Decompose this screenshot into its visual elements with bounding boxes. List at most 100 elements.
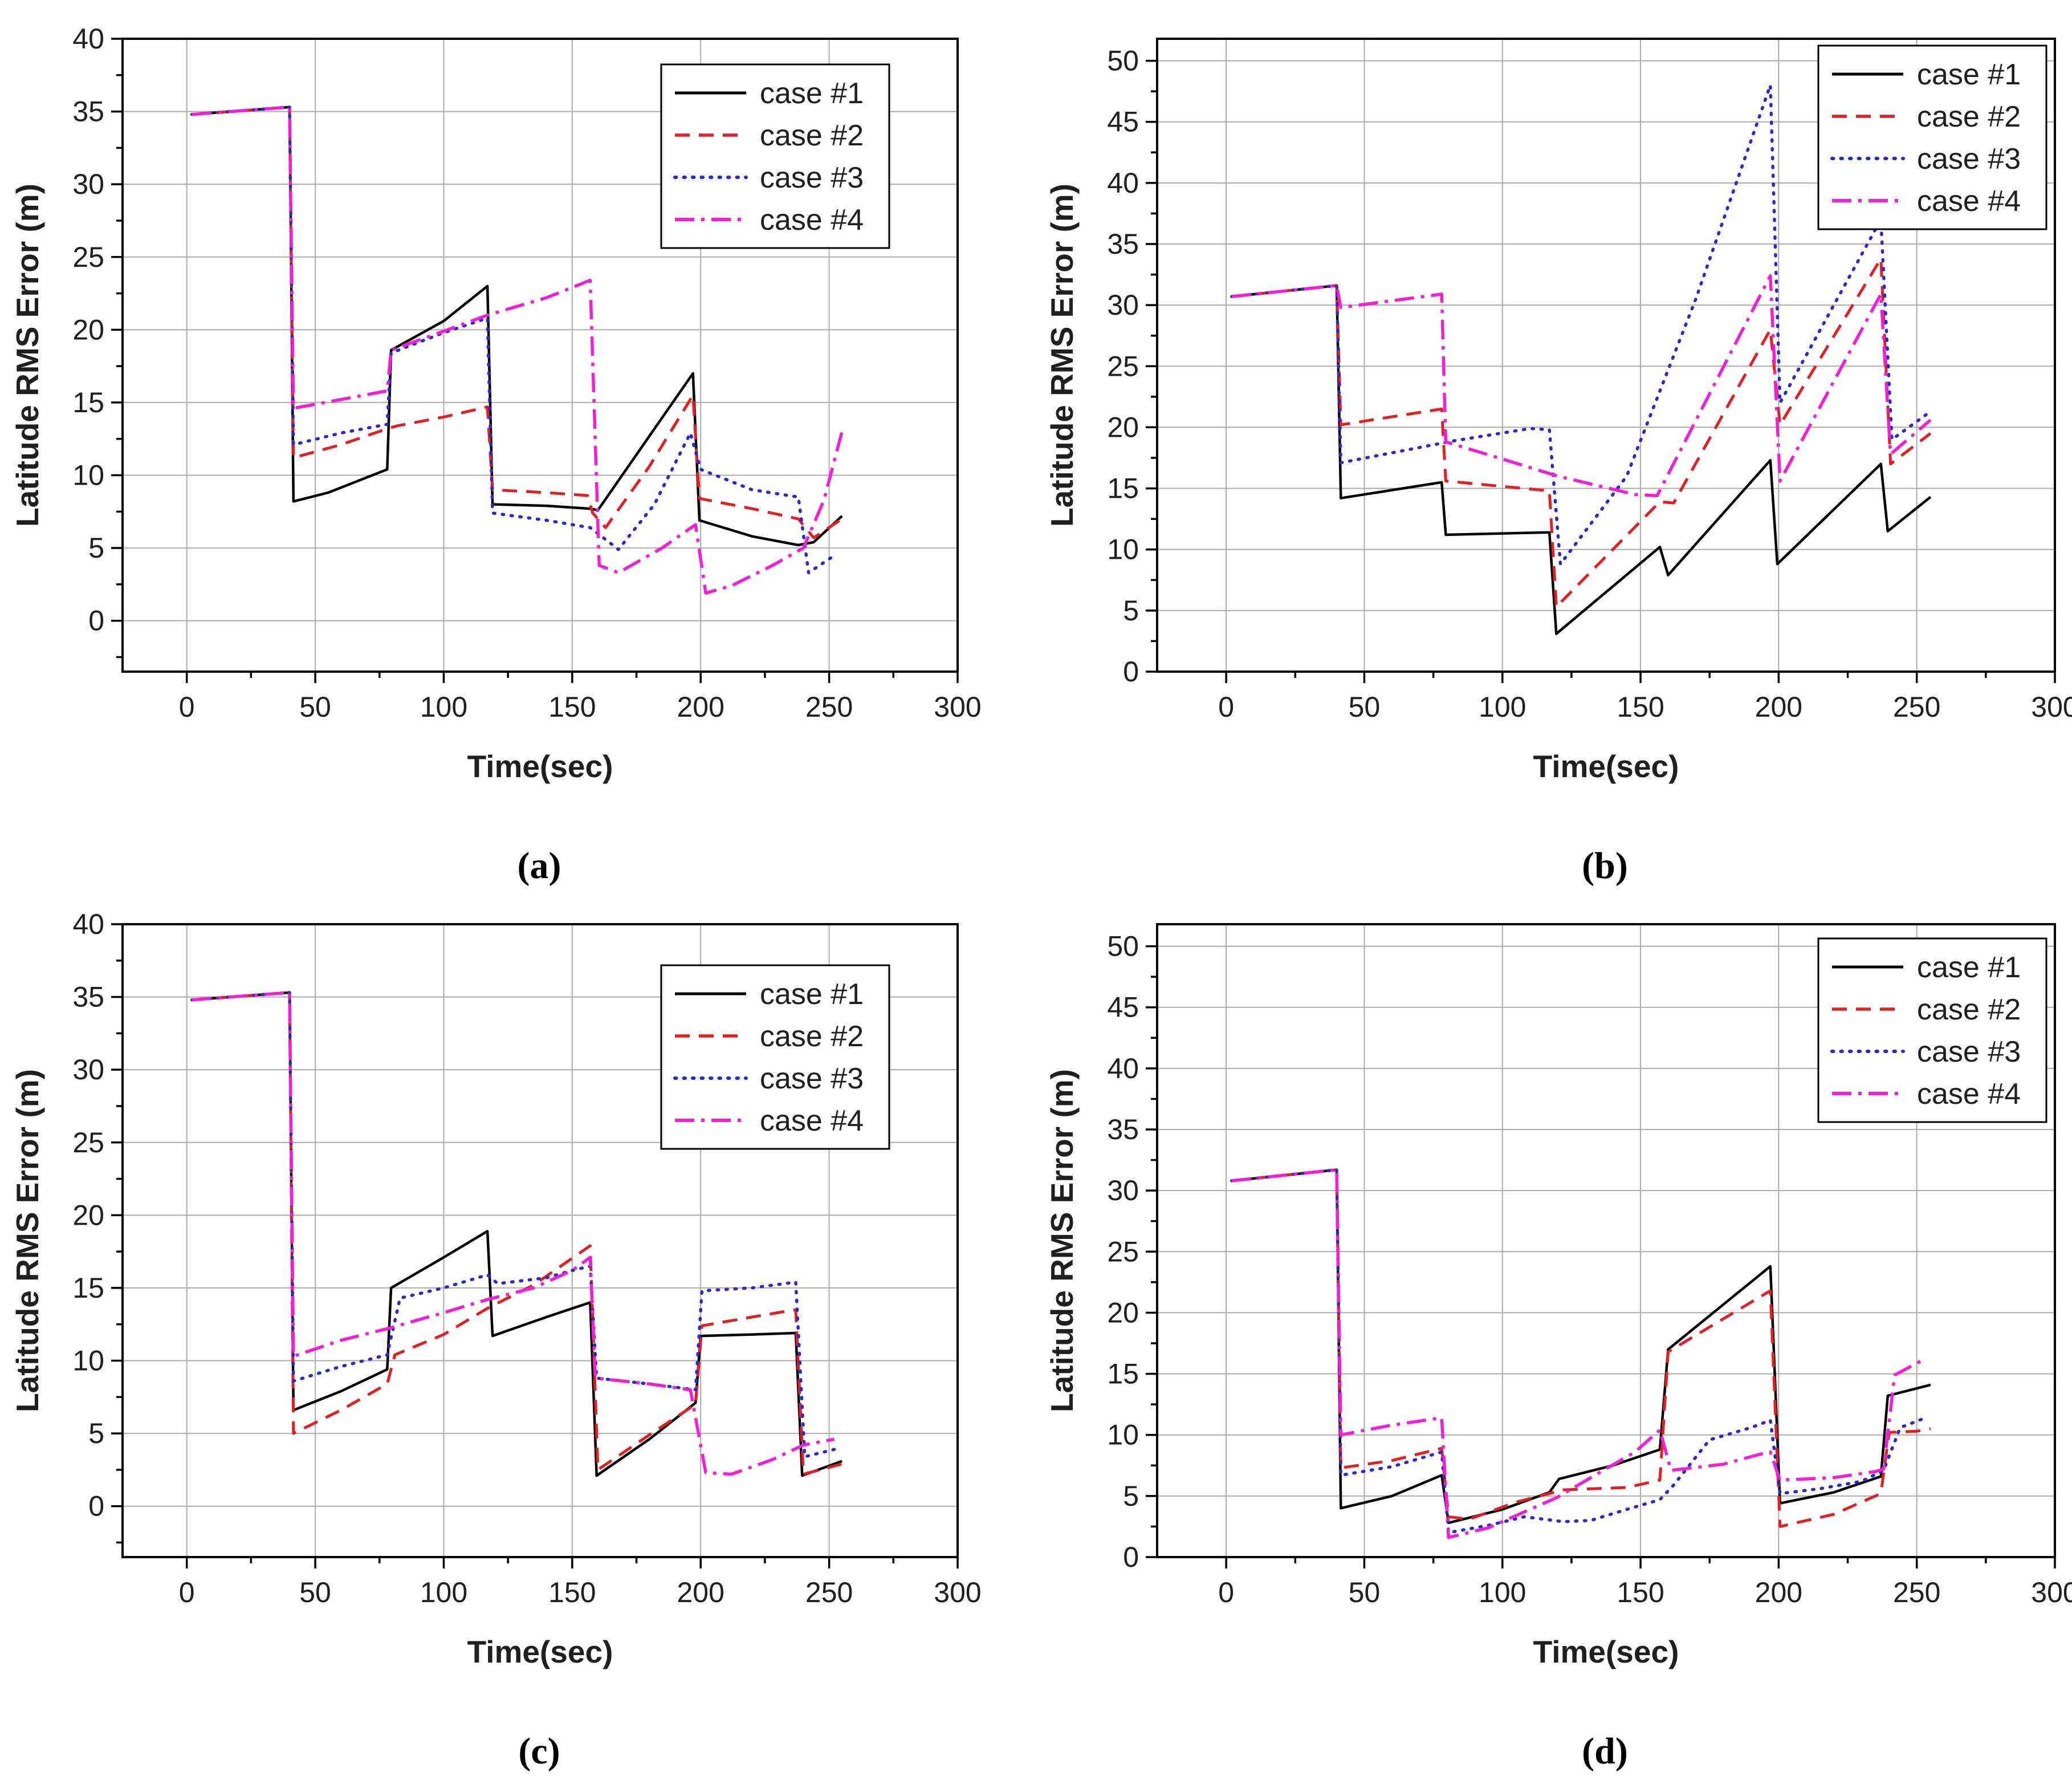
axis-ticks bbox=[1146, 59, 2056, 683]
svg-text:150: 150 bbox=[548, 691, 596, 723]
series-case-1 bbox=[192, 991, 842, 1477]
svg-text:10: 10 bbox=[1107, 1419, 1139, 1451]
svg-text:50: 50 bbox=[299, 1576, 331, 1608]
series-case-2 bbox=[1231, 257, 1932, 608]
svg-text:40: 40 bbox=[72, 23, 104, 55]
axis-ticks bbox=[111, 923, 959, 1568]
x-axis-label: Time(sec) bbox=[1533, 1634, 1679, 1669]
tick-labels: 0 50 100 150 200 250 300 0 5 10 15 20 25 30 35 40 45 50 bbox=[1107, 45, 2072, 723]
svg-text:10: 10 bbox=[72, 460, 104, 491]
legend: case #1 case #2 case #3 case #4 bbox=[660, 964, 890, 1150]
svg-text:0: 0 bbox=[1123, 656, 1139, 688]
series-case-3 bbox=[1230, 1168, 1924, 1534]
chart-panel-c: 0 50 100 150 200 250 300 0 5 10 15 20 25 30 35 40 Time(s… bbox=[0, 890, 1026, 1775]
svg-text:5: 5 bbox=[1123, 1480, 1139, 1512]
svg-text:300: 300 bbox=[934, 691, 981, 723]
svg-text:25: 25 bbox=[72, 241, 104, 273]
panel-label-d: (d) bbox=[1582, 1730, 1628, 1772]
legend-label-2: case #2 bbox=[1917, 993, 2021, 1026]
svg-text:40: 40 bbox=[1107, 1052, 1139, 1084]
legend-box bbox=[660, 63, 890, 249]
svg-text:20: 20 bbox=[1107, 411, 1139, 443]
svg-text:0: 0 bbox=[1123, 1541, 1139, 1573]
svg-text:20: 20 bbox=[72, 1199, 104, 1231]
svg-text:35: 35 bbox=[72, 96, 104, 128]
series-case-1 bbox=[192, 105, 843, 547]
svg-text:150: 150 bbox=[1617, 1576, 1664, 1608]
legend-label-2: case #2 bbox=[1917, 100, 2021, 133]
svg-text:250: 250 bbox=[805, 691, 853, 723]
svg-text:10: 10 bbox=[72, 1345, 104, 1377]
legend-label-3: case #3 bbox=[1917, 1035, 2021, 1068]
svg-text:40: 40 bbox=[72, 908, 104, 940]
svg-text:0: 0 bbox=[88, 605, 104, 637]
axis-ticks bbox=[1146, 945, 2056, 1568]
series-case-2 bbox=[192, 105, 843, 539]
series-case-3 bbox=[190, 105, 838, 575]
panel-label-a: (a) bbox=[517, 845, 561, 887]
series-case-4 bbox=[1231, 1168, 1923, 1539]
svg-text:35: 35 bbox=[1107, 1114, 1139, 1145]
svg-text:50: 50 bbox=[299, 691, 331, 723]
svg-text:35: 35 bbox=[72, 981, 104, 1013]
svg-text:0: 0 bbox=[1218, 691, 1234, 723]
svg-text:15: 15 bbox=[1107, 473, 1139, 505]
legend-label-2: case #2 bbox=[760, 1020, 864, 1053]
svg-text:50: 50 bbox=[1349, 691, 1381, 723]
y-axis-label: Latitude RMS Error (m) bbox=[1044, 184, 1080, 527]
plot-border bbox=[1156, 38, 2056, 673]
svg-text:300: 300 bbox=[2031, 1576, 2072, 1608]
svg-text:100: 100 bbox=[1479, 1576, 1526, 1608]
svg-text:35: 35 bbox=[1107, 228, 1139, 260]
legend-label-2: case #2 bbox=[760, 119, 864, 152]
axis-ticks bbox=[111, 38, 959, 683]
svg-text:25: 25 bbox=[1107, 1236, 1139, 1267]
legend-label-1: case #1 bbox=[1917, 58, 2021, 91]
legend: case #1 case #2 case #3 case #4 bbox=[660, 63, 890, 249]
svg-text:15: 15 bbox=[72, 1272, 104, 1304]
svg-text:100: 100 bbox=[420, 691, 467, 723]
series-case-3 bbox=[190, 991, 836, 1458]
panel-label-b: (b) bbox=[1582, 845, 1628, 887]
svg-text:20: 20 bbox=[1107, 1297, 1139, 1328]
svg-text:150: 150 bbox=[1617, 691, 1664, 723]
svg-text:200: 200 bbox=[1755, 1576, 1802, 1608]
svg-text:30: 30 bbox=[1107, 289, 1139, 321]
y-axis-label: Latitude RMS Error (m) bbox=[10, 184, 45, 527]
svg-text:250: 250 bbox=[1893, 1576, 1940, 1608]
legend-label-1: case #1 bbox=[760, 978, 864, 1011]
legend-label-4: case #4 bbox=[760, 1104, 864, 1137]
series-case-1 bbox=[1231, 1168, 1931, 1525]
legend-label-4: case #4 bbox=[1917, 185, 2021, 218]
svg-text:25: 25 bbox=[1107, 350, 1139, 382]
svg-text:50: 50 bbox=[1107, 45, 1139, 77]
y-axis-label: Latitude RMS Error (m) bbox=[10, 1069, 45, 1412]
tick-labels: 0 50 100 150 200 250 300 0 5 10 15 20 25 30 35 40 bbox=[72, 23, 981, 723]
series-case-3 bbox=[1230, 83, 1932, 566]
plot-border bbox=[121, 923, 959, 1558]
series-case-2 bbox=[192, 991, 842, 1476]
svg-text:50: 50 bbox=[1107, 930, 1139, 962]
plot-border bbox=[1156, 923, 2056, 1558]
series-case-2 bbox=[1231, 1168, 1931, 1528]
svg-text:0: 0 bbox=[1218, 1576, 1234, 1608]
svg-text:15: 15 bbox=[72, 387, 104, 418]
tick-labels: 0 50 100 150 200 250 300 0 5 10 15 20 25 30 35 40 45 50 bbox=[1107, 930, 2072, 1608]
chart-b-canvas: 0 50 100 150 200 250 300 0 5 10 15 20 25 30 35 40 45 50 Ti… bbox=[1044, 38, 2072, 784]
legend-label-3: case #3 bbox=[1917, 143, 2021, 176]
chart-panel-d: 0 50 100 150 200 250 300 0 5 10 15 20 25 30 35 40 45 50 Ti… bbox=[1026, 890, 2072, 1775]
chart-panel-b: 0 50 100 150 200 250 300 0 5 10 15 20 25 30 35 40 45 50 Ti… bbox=[1026, 5, 2072, 890]
svg-text:0: 0 bbox=[179, 1576, 195, 1608]
svg-text:30: 30 bbox=[72, 1054, 104, 1086]
svg-text:200: 200 bbox=[677, 1576, 724, 1608]
y-axis-label: Latitude RMS Error (m) bbox=[1044, 1069, 1080, 1412]
series-case-4 bbox=[192, 991, 835, 1476]
legend: case #1 case #2 case #3 case #4 bbox=[1817, 44, 2047, 230]
svg-text:200: 200 bbox=[677, 691, 724, 723]
svg-text:5: 5 bbox=[88, 532, 104, 564]
svg-text:100: 100 bbox=[1479, 691, 1526, 723]
svg-text:0: 0 bbox=[88, 1490, 104, 1522]
legend-box bbox=[1817, 44, 2047, 230]
svg-text:100: 100 bbox=[420, 1576, 467, 1608]
